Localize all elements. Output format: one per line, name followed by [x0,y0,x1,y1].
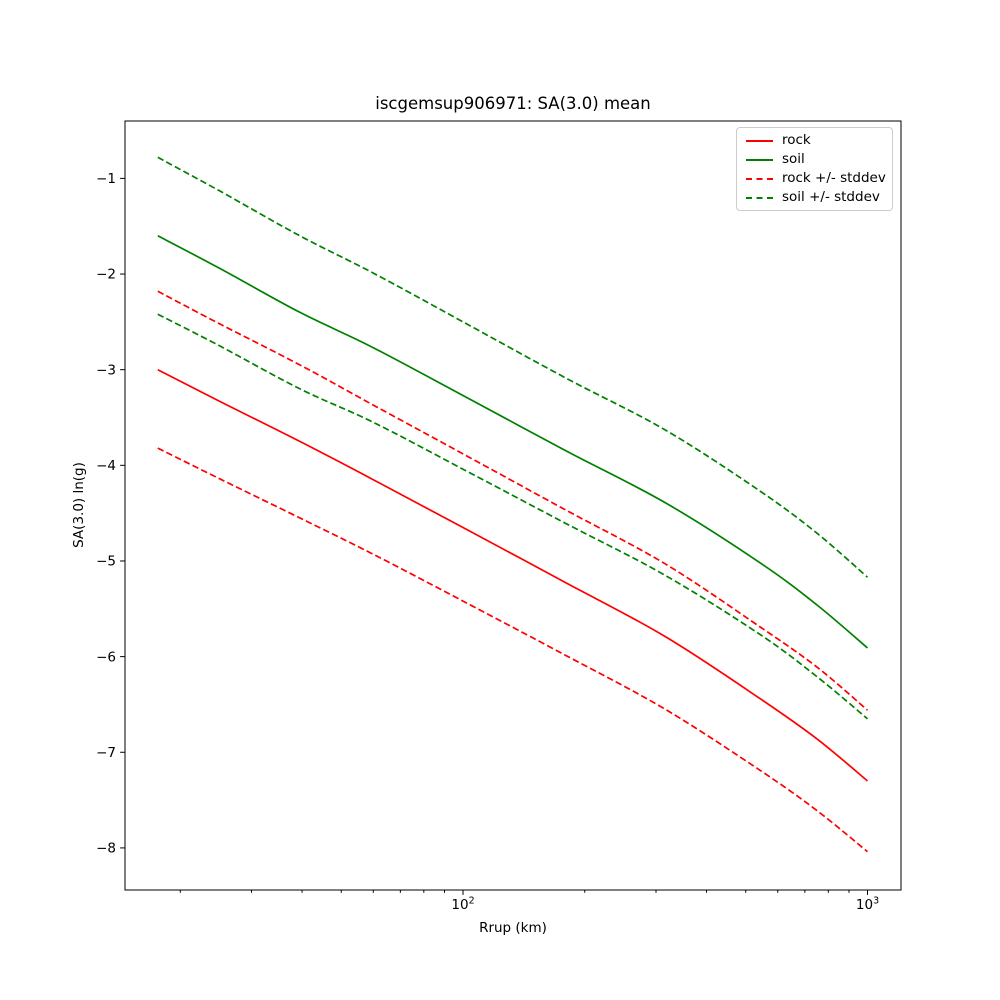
legend-label-rock-stddev: rock +/- stddev [782,170,886,186]
legend-label-soil-stddev: soil +/- stddev [782,189,880,205]
x-axis-label: Rrup (km) [479,920,547,936]
y-tick-label: −1 [96,171,116,187]
curve-rock [157,368,869,782]
y-tick-label: −3 [96,362,116,378]
legend-item-soil-stddev: soil +/- stddev [737,189,892,206]
legend-label-soil: soil [782,151,805,167]
curve-rock-plus-stddev [157,290,869,711]
curve-soil-minus-stddev [157,313,869,720]
legend-label-rock: rock [782,132,811,148]
legend-line-sample-rock-stddev [746,177,773,180]
y-tick-label: −4 [96,458,116,474]
legend: rock soil rock +/- stddev soil +/- stdde… [736,127,893,211]
curve-soil-plus-stddev [157,156,869,578]
legend-line-sample-rock [746,139,773,142]
axes-spines [124,120,902,891]
ticks-group [120,177,869,895]
tick-labels-group: −1 −2 −3 −4 −5 −6 −7 −8 102 103 [96,171,879,913]
legend-item-rock: rock [737,132,892,149]
curve-soil [157,235,869,649]
legend-line-sample-soil [746,158,773,161]
y-tick-label: −7 [96,745,116,761]
y-tick-label: −6 [96,649,116,665]
y-tick-label: −8 [96,841,116,857]
y-axis-label: SA(3.0) ln(g) [71,462,87,548]
legend-line-sample-soil-stddev [746,196,773,199]
x-tick-label: 103 [856,896,879,914]
curves-group [157,156,869,853]
chart-title: iscgemsup906971: SA(3.0) mean [375,94,651,113]
y-tick-label: −5 [96,554,116,570]
legend-item-rock-stddev: rock +/- stddev [737,170,892,187]
legend-item-soil: soil [737,151,892,168]
curve-rock-minus-stddev [157,447,869,853]
x-tick-label: 102 [451,896,474,914]
y-tick-label: −2 [96,267,116,283]
